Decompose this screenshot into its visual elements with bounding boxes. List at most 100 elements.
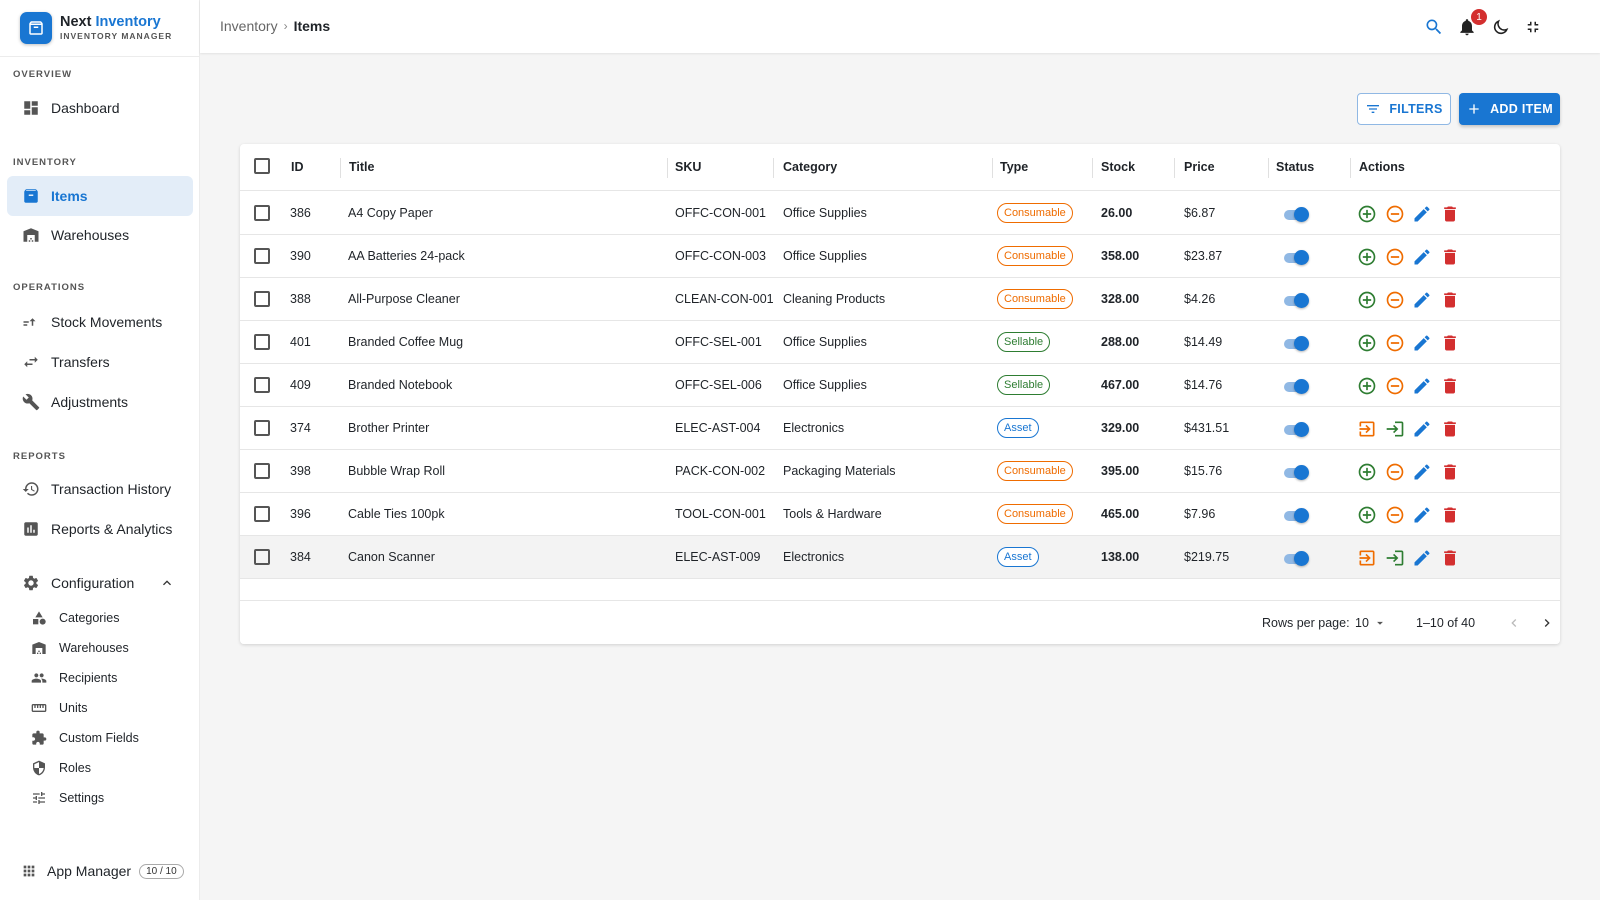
row-checkbox[interactable] (254, 291, 270, 307)
sidebar-item-warehouses[interactable]: Warehouses (7, 215, 193, 255)
row-checkbox[interactable] (254, 463, 270, 479)
table-row[interactable]: 409 Branded Notebook OFFC-SEL-006 Office Su… (240, 364, 1560, 407)
remove-stock-icon[interactable] (1385, 376, 1405, 396)
check-out-icon[interactable] (1357, 419, 1377, 439)
next-page-icon[interactable] (1537, 613, 1557, 633)
add-stock-icon[interactable] (1357, 247, 1377, 267)
moon-icon[interactable] (1489, 16, 1511, 38)
rows-per-page-select[interactable]: 10 (1355, 613, 1387, 633)
edit-icon[interactable] (1412, 548, 1432, 568)
sidebar-item-stock-movements[interactable]: Stock Movements (7, 302, 193, 342)
check-in-icon[interactable] (1385, 548, 1405, 568)
edit-icon[interactable] (1412, 290, 1432, 310)
sidebar-item-transfers[interactable]: Transfers (7, 342, 193, 382)
column-header-type[interactable]: Type (1000, 160, 1029, 174)
row-checkbox[interactable] (254, 506, 270, 522)
row-checkbox[interactable] (254, 334, 270, 350)
column-header-title[interactable]: Title (349, 160, 375, 174)
edit-icon[interactable] (1412, 376, 1432, 396)
table-row[interactable]: 386 A4 Copy Paper OFFC-CON-001 Office Suppl… (240, 192, 1560, 235)
remove-stock-icon[interactable] (1385, 247, 1405, 267)
bell-icon[interactable]: 1 (1456, 9, 1487, 38)
remove-stock-icon[interactable] (1385, 290, 1405, 310)
remove-stock-icon[interactable] (1385, 462, 1405, 482)
add-stock-icon[interactable] (1357, 376, 1377, 396)
table-row[interactable]: 388 All-Purpose Cleaner CLEAN-CON-001 Clean… (240, 278, 1560, 321)
column-header-category[interactable]: Category (783, 160, 838, 174)
delete-icon[interactable] (1440, 333, 1460, 353)
sidebar-item-reports-analytics[interactable]: Reports & Analytics (7, 509, 193, 549)
row-checkbox[interactable] (254, 248, 270, 264)
brand[interactable]: Next Inventory INVENTORY MANAGER (20, 11, 172, 45)
sidebar-subitem-recipients[interactable]: Recipients (28, 664, 193, 692)
prev-page-icon[interactable] (1504, 613, 1524, 633)
remove-stock-icon[interactable] (1385, 505, 1405, 525)
sidebar-item-adjustments[interactable]: Adjustments (7, 382, 193, 422)
sidebar-item-dashboard[interactable]: Dashboard (7, 88, 193, 128)
add-stock-icon[interactable] (1357, 333, 1377, 353)
status-toggle[interactable] (1282, 292, 1309, 308)
column-header-sku[interactable]: SKU (675, 160, 702, 174)
sidebar-item-configuration[interactable]: Configuration (7, 563, 193, 603)
add-item-button[interactable]: ADD ITEM (1459, 93, 1560, 125)
remove-stock-icon[interactable] (1385, 204, 1405, 224)
status-toggle[interactable] (1282, 464, 1309, 480)
status-toggle[interactable] (1282, 421, 1309, 437)
column-header-status[interactable]: Status (1276, 160, 1315, 174)
filters-button[interactable]: FILTERS (1357, 93, 1451, 125)
column-header-id[interactable]: ID (291, 160, 304, 174)
table-row[interactable]: 398 Bubble Wrap Roll PACK-CON-002 Packaging… (240, 450, 1560, 493)
row-checkbox[interactable] (254, 377, 270, 393)
edit-icon[interactable] (1412, 247, 1432, 267)
app-manager-button[interactable]: App Manager 10 / 10 (7, 853, 193, 889)
status-toggle[interactable] (1282, 206, 1309, 222)
delete-icon[interactable] (1440, 419, 1460, 439)
status-toggle[interactable] (1282, 507, 1309, 523)
edit-icon[interactable] (1412, 419, 1432, 439)
edit-icon[interactable] (1412, 333, 1432, 353)
delete-icon[interactable] (1440, 204, 1460, 224)
delete-icon[interactable] (1440, 290, 1460, 310)
column-header-price[interactable]: Price (1184, 160, 1215, 174)
table-row[interactable]: 390 AA Batteries 24-pack OFFC-CON-003 Offic… (240, 235, 1560, 278)
status-toggle[interactable] (1282, 550, 1309, 566)
select-all-checkbox[interactable] (254, 158, 270, 174)
row-checkbox[interactable] (254, 549, 270, 565)
table-row[interactable]: 401 Branded Coffee Mug OFFC-SEL-001 Office … (240, 321, 1560, 364)
table-row[interactable]: 374 Brother Printer ELEC-AST-004 Electronic… (240, 407, 1560, 450)
add-stock-icon[interactable] (1357, 505, 1377, 525)
check-in-icon[interactable] (1385, 419, 1405, 439)
edit-icon[interactable] (1412, 204, 1432, 224)
edit-icon[interactable] (1412, 505, 1432, 525)
search-icon[interactable] (1423, 16, 1445, 38)
status-toggle[interactable] (1282, 249, 1309, 265)
sidebar-item-transaction-history[interactable]: Transaction History (7, 469, 193, 509)
column-header-stock[interactable]: Stock (1101, 160, 1136, 174)
delete-icon[interactable] (1440, 462, 1460, 482)
delete-icon[interactable] (1440, 247, 1460, 267)
collapse-icon[interactable] (1522, 16, 1544, 38)
add-stock-icon[interactable] (1357, 204, 1377, 224)
delete-icon[interactable] (1440, 376, 1460, 396)
row-checkbox[interactable] (254, 420, 270, 436)
sidebar-subitem-custom-fields[interactable]: Custom Fields (28, 724, 193, 752)
sidebar-item-items[interactable]: Items (7, 176, 193, 216)
status-toggle[interactable] (1282, 378, 1309, 394)
table-row[interactable]: 384 Canon Scanner ELEC-AST-009 Electronics A… (240, 536, 1560, 579)
sidebar-subitem-settings[interactable]: Settings (28, 784, 193, 812)
delete-icon[interactable] (1440, 505, 1460, 525)
sidebar-subitem-warehouses[interactable]: Warehouses (28, 634, 193, 662)
add-stock-icon[interactable] (1357, 290, 1377, 310)
table-row[interactable]: 396 Cable Ties 100pk TOOL-CON-001 Tools & H… (240, 493, 1560, 536)
status-toggle[interactable] (1282, 335, 1309, 351)
sidebar-subitem-categories[interactable]: Categories (28, 604, 193, 632)
check-out-icon[interactable] (1357, 548, 1377, 568)
delete-icon[interactable] (1440, 548, 1460, 568)
sidebar-subitem-units[interactable]: Units (28, 694, 193, 722)
add-stock-icon[interactable] (1357, 462, 1377, 482)
edit-icon[interactable] (1412, 462, 1432, 482)
remove-stock-icon[interactable] (1385, 333, 1405, 353)
sidebar-subitem-roles[interactable]: Roles (28, 754, 193, 782)
breadcrumb-inventory[interactable]: Inventory (220, 18, 278, 34)
row-checkbox[interactable] (254, 205, 270, 221)
